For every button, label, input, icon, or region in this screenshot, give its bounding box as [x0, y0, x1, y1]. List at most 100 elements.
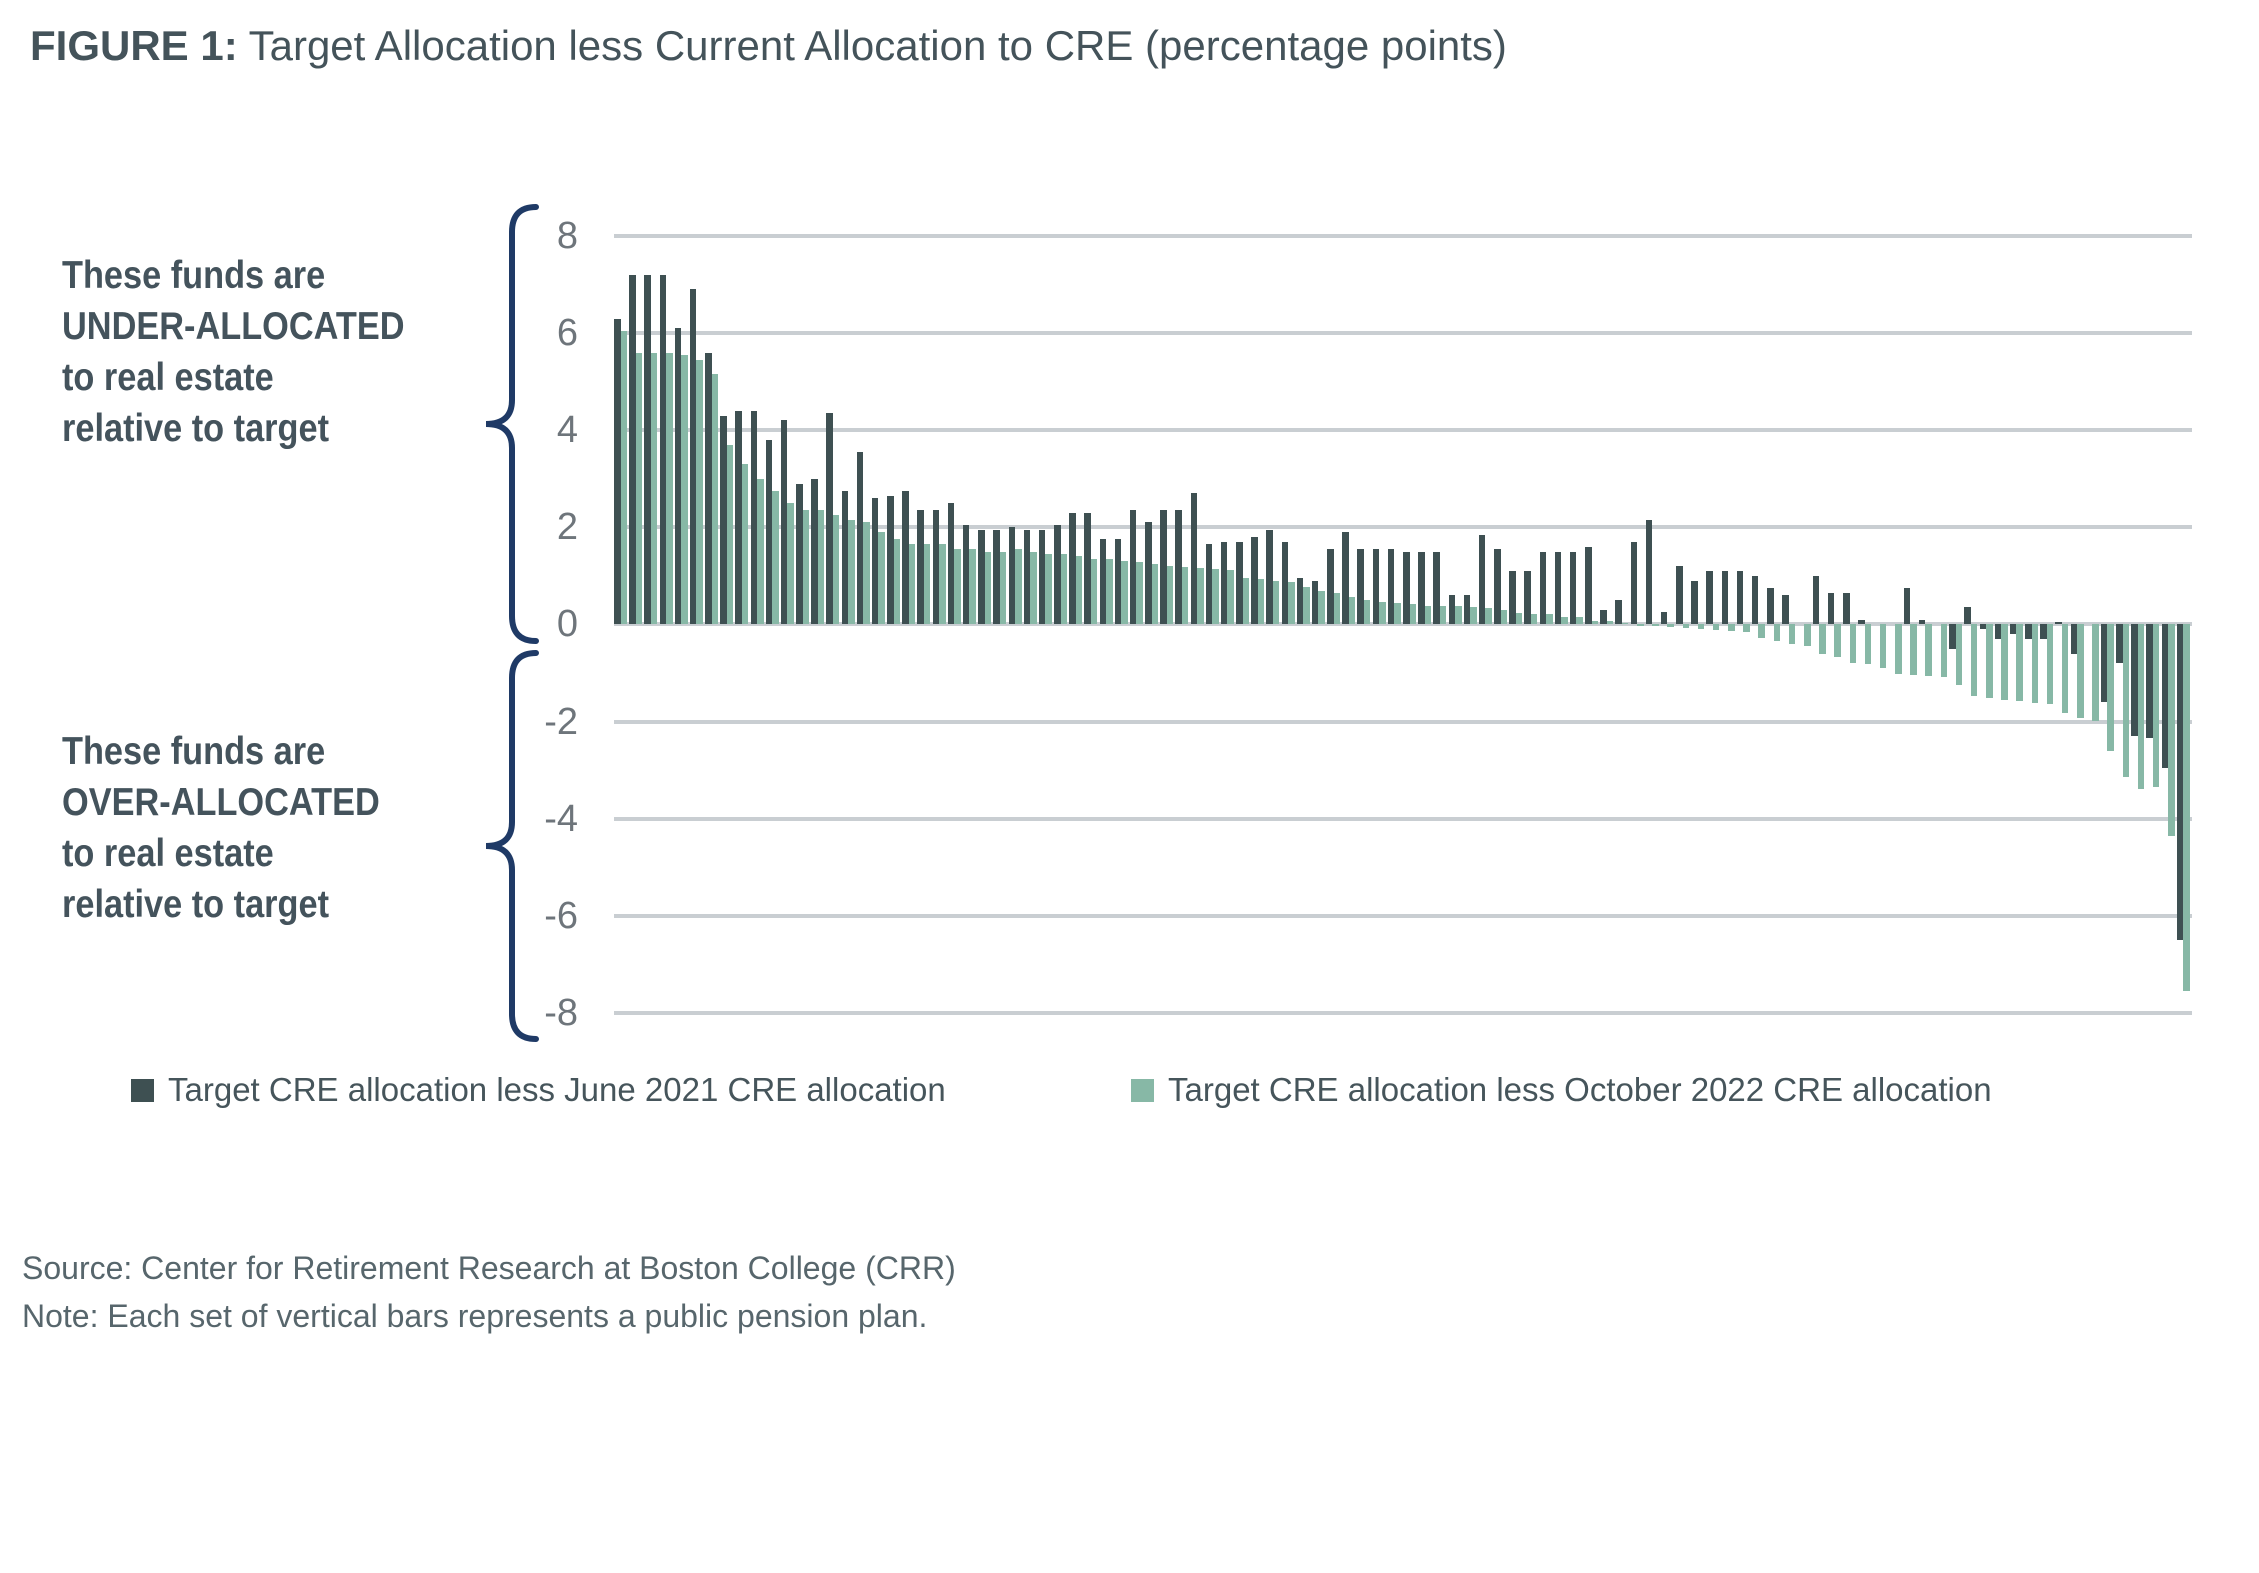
- bar-june-2021: [1478, 534, 1486, 625]
- bar-june-2021: [1509, 570, 1516, 625]
- bar-june-2021: [1949, 624, 1956, 649]
- gridline: [614, 719, 2192, 724]
- figure-title: FIGURE 1: Target Allocation less Current…: [30, 22, 1507, 70]
- bar-june-2021: [1554, 551, 1562, 625]
- bar-june-2021: [1979, 624, 1987, 630]
- upper-bracket-icon: [485, 204, 539, 644]
- bar-october-2022: [1879, 624, 1887, 669]
- bar-october-2022: [1940, 624, 1948, 677]
- bar-june-2021: [1827, 592, 1835, 625]
- bar-october-2022: [1363, 599, 1371, 625]
- bar-june-2021: [735, 410, 742, 625]
- y-axis-tick-label: 6: [556, 312, 578, 355]
- y-axis-tick-label: 4: [556, 409, 578, 452]
- bar-june-2021: [1691, 580, 1698, 625]
- bar-june-2021: [2009, 624, 2017, 635]
- bar-june-2021: [1008, 527, 1015, 625]
- bar-june-2021: [2100, 624, 2108, 703]
- bar-october-2022: [984, 551, 992, 625]
- bar-june-2021: [614, 318, 621, 625]
- figure-title-prefix: FIGURE 1:: [30, 22, 238, 69]
- bar-october-2022: [1970, 624, 1978, 696]
- y-axis-tick-label: 0: [556, 603, 578, 646]
- bar-june-2021: [1660, 612, 1668, 625]
- bar-october-2022: [2031, 624, 2039, 704]
- bar-october-2022: [1606, 621, 1614, 625]
- note-text: Note: Each set of vertical bars represen…: [22, 1298, 928, 1334]
- bar-june-2021: [1843, 592, 1850, 625]
- bar-june-2021: [1964, 607, 1971, 625]
- bar-october-2022: [848, 520, 855, 625]
- bar-june-2021: [1448, 595, 1456, 625]
- bar-october-2022: [1621, 622, 1629, 625]
- bar-june-2021: [780, 420, 788, 625]
- bar-october-2022: [1576, 616, 1583, 625]
- bar-october-2022: [2077, 624, 2084, 718]
- bar-october-2022: [863, 522, 870, 625]
- bar-june-2021: [1145, 522, 1152, 625]
- bar-june-2021: [1403, 551, 1410, 625]
- bar-october-2022: [681, 354, 688, 625]
- bar-june-2021: [1175, 510, 1182, 625]
- bar-october-2022: [635, 352, 643, 625]
- bar-october-2022: [2046, 624, 2054, 704]
- bar-october-2022: [1652, 624, 1659, 627]
- bar-june-2021: [1858, 619, 1865, 625]
- bar-october-2022: [1242, 578, 1250, 625]
- bar-october-2022: [1955, 624, 1963, 686]
- bar-june-2021: [629, 274, 636, 625]
- bar-october-2022: [620, 330, 627, 625]
- under-allocated-annotation: These funds are UNDER-ALLOCATED to real …: [62, 250, 405, 454]
- bar-june-2021: [811, 478, 818, 625]
- bar-june-2021: [1190, 493, 1198, 625]
- bar-october-2022: [1637, 624, 1644, 626]
- bar-october-2022: [908, 544, 916, 625]
- bar-june-2021: [705, 352, 712, 625]
- bar-october-2022: [1166, 566, 1174, 625]
- bar-june-2021: [2070, 624, 2078, 654]
- bar-june-2021: [689, 289, 697, 625]
- bar-october-2022: [969, 549, 976, 625]
- bar-october-2022: [1834, 624, 1841, 657]
- legend-item-october-2022: Target CRE allocation less October 2022 …: [1131, 1068, 1992, 1112]
- bar-june-2021: [1585, 546, 1592, 625]
- bar-june-2021: [659, 274, 667, 625]
- bar-october-2022: [1515, 613, 1523, 625]
- legend-label: Target CRE allocation less June 2021 CRE…: [168, 1071, 946, 1108]
- bar-june-2021: [1494, 549, 1501, 625]
- bar-june-2021: [2055, 621, 2062, 625]
- bar-october-2022: [1485, 608, 1492, 625]
- bar-october-2022: [1333, 592, 1341, 625]
- bar-june-2021: [1327, 549, 1334, 625]
- bar-october-2022: [726, 444, 734, 625]
- legend-label: Target CRE allocation less October 2022 …: [1168, 1071, 1992, 1108]
- bar-june-2021: [674, 328, 682, 625]
- bar-october-2022: [696, 359, 703, 625]
- bar-june-2021: [841, 490, 849, 625]
- bar-october-2022: [1015, 549, 1022, 625]
- bar-october-2022: [1151, 563, 1159, 625]
- bar-june-2021: [1812, 575, 1820, 625]
- bar-october-2022: [1864, 624, 1872, 664]
- bar-october-2022: [1106, 558, 1113, 625]
- bar-june-2021: [826, 413, 833, 625]
- bar-october-2022: [757, 478, 764, 625]
- bar-october-2022: [1712, 624, 1720, 630]
- annotation-line: These funds are: [62, 730, 326, 773]
- bar-june-2021: [2116, 624, 2123, 664]
- bar-june-2021: [1220, 541, 1228, 625]
- bar-june-2021: [1311, 580, 1319, 625]
- bar-october-2022: [1348, 596, 1356, 625]
- bar-october-2022: [1591, 620, 1599, 625]
- y-axis-tick-label: -4: [544, 797, 578, 840]
- bar-october-2022: [817, 510, 825, 625]
- bar-june-2021: [1205, 544, 1213, 625]
- bar-october-2022: [802, 510, 810, 625]
- bar-october-2022: [1439, 605, 1447, 625]
- y-axis-tick-label: -8: [544, 991, 578, 1034]
- annotation-line: These funds are: [62, 254, 326, 297]
- bar-october-2022: [1455, 606, 1462, 625]
- bar-october-2022: [1682, 624, 1690, 629]
- bar-october-2022: [1849, 624, 1857, 663]
- bar-october-2022: [999, 551, 1007, 625]
